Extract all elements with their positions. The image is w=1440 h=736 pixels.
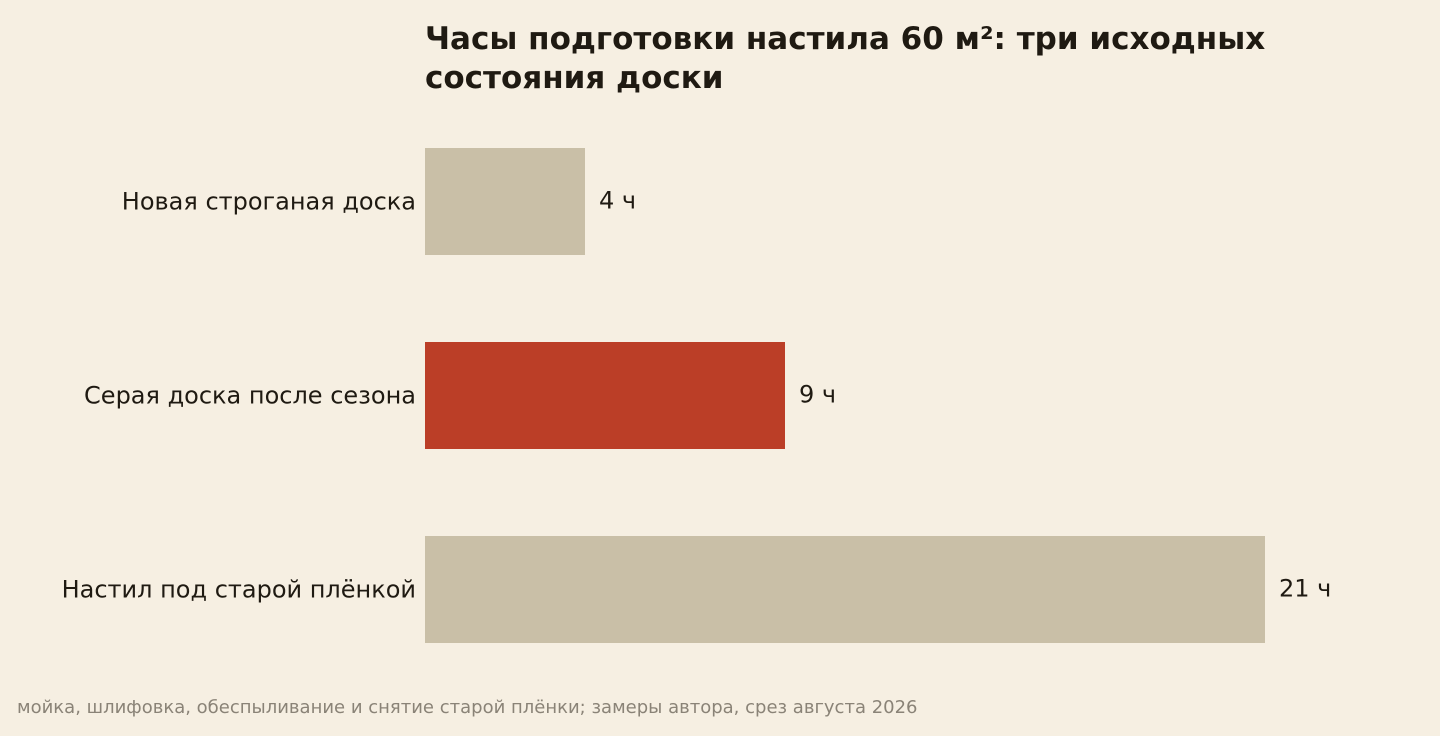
bar-3 — [425, 536, 1265, 643]
category-label-1: Новая строганая доска — [122, 188, 416, 216]
value-label-1: 4 ч — [599, 187, 636, 215]
category-label-3: Настил под старой плёнкой — [62, 576, 416, 604]
value-label-3: 21 ч — [1279, 575, 1331, 603]
bar-1 — [425, 148, 585, 255]
bar-2 — [425, 342, 785, 449]
source-note: мойка, шлифовка, обеспыливание и снятие … — [17, 697, 918, 718]
value-label-2: 9 ч — [799, 381, 836, 409]
category-label-2: Серая доска после сезона — [84, 382, 416, 410]
chart-title: Часы подготовки настила 60 м²: три исход… — [425, 21, 1266, 96]
